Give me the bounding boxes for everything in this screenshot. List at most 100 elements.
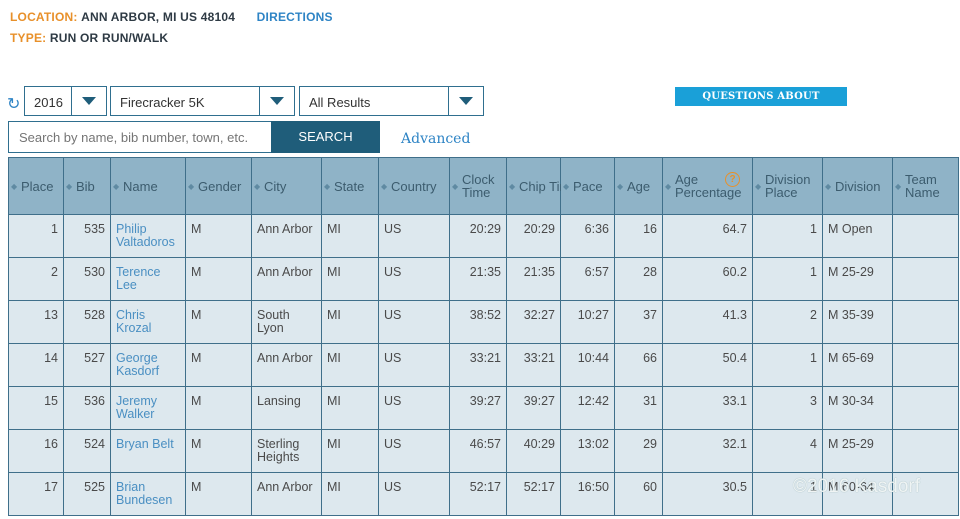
- cell-bib: 525: [63, 472, 111, 516]
- column-header-country[interactable]: ◆ Country: [378, 157, 450, 215]
- column-header-division[interactable]: ◆ Division: [822, 157, 893, 215]
- sort-icon[interactable]: ◆: [563, 182, 570, 191]
- cell-clock: 38:52: [449, 300, 507, 344]
- cell-age: 66: [614, 343, 663, 387]
- cell-bib: 536: [63, 386, 111, 430]
- runner-name-link[interactable]: Jeremy Walker: [116, 394, 157, 421]
- type-row: TYPE: RUN OR RUN/WALK: [10, 31, 168, 45]
- column-header-gender[interactable]: ◆ Gender: [185, 157, 252, 215]
- cell-name: Philip Valtadoros: [110, 214, 186, 258]
- chevron-down-icon[interactable]: [259, 87, 294, 115]
- cell-division: M Open: [822, 214, 893, 258]
- sort-icon[interactable]: ◆: [11, 182, 18, 191]
- column-header-state[interactable]: ◆ State: [321, 157, 379, 215]
- sort-icon[interactable]: ◆: [254, 182, 261, 191]
- cell-gender: M: [185, 429, 252, 473]
- sort-icon[interactable]: ◆: [381, 182, 388, 191]
- runner-name-link[interactable]: Terence Lee: [116, 265, 161, 292]
- table-row: 2 530 Terence Lee M Ann Arbor MI US 21:35 21:35 6…: [8, 257, 959, 301]
- cell-age: 37: [614, 300, 663, 344]
- column-header-pace[interactable]: ◆ Pace: [560, 157, 615, 215]
- table-row: 16 524 Bryan Belt M Sterling Heights MI US 46:5…: [8, 429, 959, 473]
- event-select-value: Firecracker 5K: [120, 95, 205, 110]
- column-header-label: Team Name: [905, 172, 940, 200]
- chevron-down-icon[interactable]: [448, 87, 483, 115]
- sort-icon[interactable]: ◆: [755, 182, 762, 191]
- cell-gender: M: [185, 343, 252, 387]
- sort-icon[interactable]: ◆: [665, 182, 672, 191]
- column-header-bib[interactable]: ◆ Bib: [63, 157, 111, 215]
- cell-age: 16: [614, 214, 663, 258]
- column-header-label: Pace: [573, 178, 603, 194]
- cell-name: Jeremy Walker: [110, 386, 186, 430]
- cell-chip: 21:35: [506, 257, 561, 301]
- column-header-label: Division: [835, 178, 881, 194]
- cell-chip: 32:27: [506, 300, 561, 344]
- search-button[interactable]: SEARCH: [271, 121, 380, 153]
- cell-clock: 46:57: [449, 429, 507, 473]
- cell-pace: 6:36: [560, 214, 615, 258]
- cell-division: M 35-39: [822, 300, 893, 344]
- sort-icon[interactable]: ◆: [113, 182, 120, 191]
- cell-pace: 10:44: [560, 343, 615, 387]
- runner-name-link[interactable]: George Kasdorf: [116, 351, 160, 378]
- column-header-chip-time[interactable]: ◆ Chip Time: [506, 157, 578, 215]
- sort-icon[interactable]: ◆: [188, 182, 195, 191]
- column-header-age[interactable]: ◆ Age: [614, 157, 663, 215]
- column-header-name[interactable]: ◆ Name: [110, 157, 186, 215]
- column-header-label: Country: [391, 178, 437, 194]
- cell-country: US: [378, 214, 450, 258]
- event-select[interactable]: Firecracker 5K: [110, 86, 295, 116]
- cell-divplace: 3: [752, 386, 823, 430]
- sort-icon[interactable]: ◆: [324, 182, 331, 191]
- cell-city: South Lyon: [251, 300, 322, 344]
- cell-place: 13: [8, 300, 64, 344]
- cell-pace: 12:42: [560, 386, 615, 430]
- column-header-clock-time[interactable]: ◆ Clock Time: [449, 157, 507, 215]
- type-value: RUN OR RUN/WALK: [49, 31, 169, 45]
- cell-gender: M: [185, 386, 252, 430]
- help-icon[interactable]: ?: [725, 172, 740, 187]
- cell-clock: 21:35: [449, 257, 507, 301]
- cell-place: 15: [8, 386, 64, 430]
- cell-team: [892, 472, 959, 516]
- sort-icon[interactable]: ◆: [509, 182, 516, 191]
- sort-icon[interactable]: ◆: [617, 182, 624, 191]
- refresh-icon[interactable]: ↻: [7, 96, 21, 113]
- cell-country: US: [378, 429, 450, 473]
- cell-divplace: 2: [752, 300, 823, 344]
- column-header-team-name[interactable]: ◆ Team Name: [892, 157, 959, 215]
- chevron-down-icon[interactable]: [71, 87, 106, 115]
- cell-team: [892, 429, 959, 473]
- cell-divplace: 1: [752, 472, 823, 516]
- runner-name-link[interactable]: Chris Krozal: [116, 308, 152, 335]
- cell-state: MI: [321, 300, 379, 344]
- runner-name-link[interactable]: Philip Valtadoros: [116, 222, 175, 249]
- column-header-division-place[interactable]: ◆ Division Place: [752, 157, 823, 215]
- runner-name-link[interactable]: Brian Bundesen: [116, 480, 173, 507]
- column-header-place[interactable]: ◆ Place: [8, 157, 64, 215]
- cell-agepct: 41.3: [662, 300, 753, 344]
- year-select[interactable]: 2016: [24, 86, 107, 116]
- cell-chip: 52:17: [506, 472, 561, 516]
- cell-pace: 6:57: [560, 257, 615, 301]
- sort-icon[interactable]: ◆: [825, 182, 832, 191]
- cell-city: Ann Arbor: [251, 214, 322, 258]
- cell-divplace: 1: [752, 257, 823, 301]
- sort-icon[interactable]: ◆: [895, 182, 902, 191]
- cell-clock: 39:27: [449, 386, 507, 430]
- sort-icon[interactable]: ◆: [66, 182, 73, 191]
- column-header-city[interactable]: ◆ City: [251, 157, 322, 215]
- runner-name-link[interactable]: Bryan Belt: [116, 437, 174, 451]
- cell-place: 17: [8, 472, 64, 516]
- column-header-age-percentage[interactable]: ◆ Age Percentage?: [662, 157, 753, 215]
- sort-icon[interactable]: ◆: [452, 182, 459, 191]
- search-input[interactable]: [8, 121, 272, 153]
- column-header-label: Clock Time: [462, 172, 495, 200]
- questions-about-results-button[interactable]: QUESTIONS ABOUT RESULTS?: [675, 87, 847, 121]
- advanced-search-link[interactable]: Advanced: [401, 131, 471, 147]
- results-select[interactable]: All Results: [299, 86, 484, 116]
- directions-link[interactable]: DIRECTIONS: [256, 10, 333, 24]
- cell-pace: 13:02: [560, 429, 615, 473]
- table-row: 15 536 Jeremy Walker M Lansing MI US 39:27 39:27…: [8, 386, 959, 430]
